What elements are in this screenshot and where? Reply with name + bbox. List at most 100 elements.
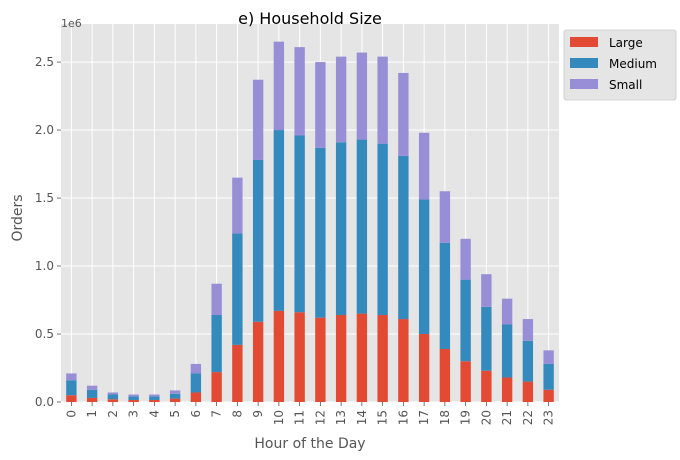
- bar-large-12: [315, 317, 326, 402]
- x-tick-label: 5: [168, 410, 182, 418]
- bar-small-3: [128, 394, 139, 397]
- bar-large-20: [481, 370, 492, 402]
- bar-small-17: [418, 132, 430, 200]
- bar-small-6: [190, 363, 202, 374]
- x-tick-label: 7: [210, 410, 224, 418]
- bar-large-21: [501, 377, 513, 402]
- bar-large-23: [543, 389, 554, 402]
- bar-large-14: [356, 313, 368, 402]
- bar-medium-5: [169, 393, 181, 399]
- bar-large-5: [169, 398, 181, 402]
- bar-medium-22: [522, 340, 534, 382]
- x-tick-label: 20: [479, 410, 493, 425]
- bar-large-3: [128, 399, 139, 402]
- bar-large-18: [439, 348, 451, 402]
- x-tick-label: 22: [521, 410, 535, 425]
- bar-large-22: [522, 381, 534, 402]
- bar-large-0: [66, 395, 77, 402]
- legend-swatch-small: [570, 79, 598, 89]
- x-tick-label: 1: [85, 410, 99, 418]
- bar-medium-1: [86, 389, 98, 398]
- x-tick-label: 2: [106, 410, 120, 418]
- x-tick-label: 4: [147, 410, 161, 418]
- bar-small-12: [315, 62, 326, 148]
- bar-small-11: [294, 47, 305, 136]
- bar-small-13: [335, 56, 347, 143]
- bar-large-6: [190, 392, 202, 402]
- x-tick-label: 17: [417, 410, 431, 425]
- bar-large-1: [86, 397, 98, 402]
- bar-small-7: [211, 283, 222, 315]
- bar-small-19: [460, 238, 471, 280]
- bar-small-16: [398, 72, 409, 156]
- bar-medium-7: [211, 314, 222, 373]
- x-tick-label: 13: [334, 410, 348, 425]
- bar-small-22: [522, 319, 534, 341]
- bar-small-9: [252, 79, 264, 160]
- legend-label-large: Large: [609, 36, 643, 50]
- bar-medium-15: [377, 143, 388, 315]
- bar-medium-0: [66, 380, 77, 396]
- x-tick-label: 19: [459, 410, 473, 425]
- bar-small-18: [439, 191, 451, 243]
- x-tick-label: 15: [376, 410, 390, 425]
- legend-swatch-large: [570, 37, 598, 47]
- bar-large-8: [232, 344, 243, 402]
- chart-title: e) Household Size: [238, 9, 382, 28]
- bars: [66, 41, 554, 402]
- bar-medium-16: [398, 155, 409, 320]
- bar-small-8: [232, 177, 243, 234]
- y-tick-label: 0.0: [35, 395, 54, 409]
- legend-label-medium: Medium: [609, 57, 657, 71]
- x-tick-label: 21: [500, 410, 514, 425]
- bar-medium-14: [356, 139, 368, 314]
- bar-large-10: [273, 310, 285, 402]
- y-tick-label: 0.5: [35, 327, 54, 341]
- bar-medium-6: [190, 373, 202, 393]
- y-tick-labels: 0.0 0.5 1.0 1.5 2.0 2.5: [35, 55, 61, 409]
- legend-swatch-medium: [570, 58, 598, 68]
- bar-medium-19: [460, 279, 471, 362]
- bar-medium-13: [335, 142, 347, 315]
- bar-large-4: [149, 399, 160, 402]
- x-tick-label: 14: [355, 410, 369, 425]
- bar-medium-8: [232, 233, 243, 345]
- x-tick-label: 0: [64, 410, 78, 418]
- bar-small-23: [543, 350, 554, 364]
- bar-large-9: [252, 321, 264, 402]
- bar-large-2: [107, 399, 119, 402]
- bar-large-17: [418, 334, 430, 402]
- bar-large-7: [211, 372, 222, 402]
- bar-medium-21: [501, 324, 513, 378]
- bar-large-15: [377, 314, 388, 402]
- y-tick-label: 2.5: [35, 55, 54, 69]
- bar-small-15: [377, 56, 388, 144]
- bar-small-5: [169, 390, 181, 394]
- bar-medium-20: [481, 306, 492, 371]
- bar-small-4: [149, 394, 160, 397]
- bar-medium-10: [273, 130, 285, 311]
- bar-medium-17: [418, 199, 430, 335]
- bar-medium-18: [439, 242, 451, 349]
- x-axis-label: Hour of the Day: [254, 436, 365, 452]
- bar-medium-12: [315, 147, 326, 318]
- x-tick-label: 12: [313, 410, 327, 425]
- x-tick-label: 10: [272, 410, 286, 425]
- x-tick-labels: 0 1 2 3 4 5 6 7 8 9 10 11 12 13 14 15 16 17 18 19 20 21 22 23: [64, 402, 556, 425]
- bar-medium-9: [252, 159, 264, 322]
- x-tick-label: 3: [127, 410, 141, 418]
- bar-large-11: [294, 312, 305, 402]
- bar-large-19: [460, 361, 471, 402]
- y-tick-label: 2.0: [35, 123, 54, 137]
- x-tick-label: 8: [230, 410, 244, 418]
- x-tick-label: 16: [396, 410, 410, 425]
- y-axis-label: Orders: [10, 194, 26, 241]
- bar-large-16: [398, 319, 409, 402]
- plot-area: [61, 24, 559, 402]
- bar-small-0: [66, 373, 77, 381]
- bar-medium-23: [543, 363, 554, 390]
- bar-large-13: [335, 314, 347, 402]
- bar-small-1: [86, 385, 98, 390]
- x-tick-label: 23: [542, 410, 556, 425]
